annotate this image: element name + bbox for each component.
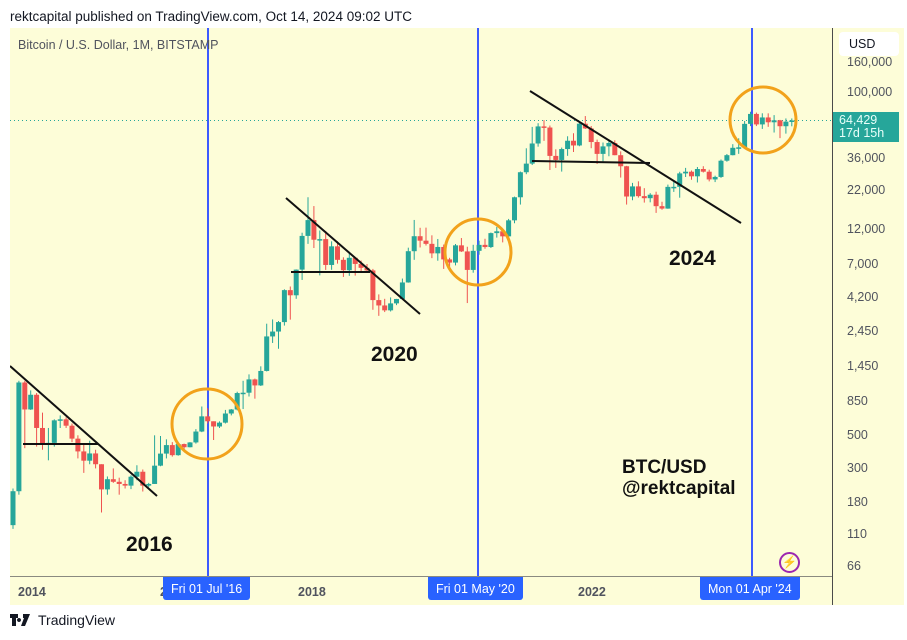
date-badge-halving-2024: Mon 01 Apr '24: [700, 577, 800, 600]
symbol-label: Bitcoin / U.S. Dollar, 1M, BITSTAMP: [18, 38, 219, 52]
chart-container[interactable]: Bitcoin / U.S. Dollar, 1M, BITSTAMP 2016…: [10, 28, 904, 605]
price-tick: 22,000: [847, 183, 886, 197]
price-tick: 850: [847, 394, 868, 408]
annotation-2020: 2020: [371, 343, 418, 366]
price-tick: 36,000: [847, 151, 886, 165]
date-badge-halving-2016: Fri 01 Jul '16: [163, 577, 251, 600]
last-price-value: 64,429: [839, 113, 878, 127]
bar-countdown: 17d 15h: [839, 126, 885, 140]
published-header: rektcapital published on TradingView.com…: [10, 9, 412, 24]
price-tick: 160,000: [847, 55, 893, 69]
last-price-badge: 64,429 17d 15h: [833, 112, 899, 142]
year-label-2018: 2018: [298, 585, 326, 599]
price-tick: 2,450: [847, 324, 879, 338]
annotation-handle: @rektcapital: [622, 478, 736, 499]
price-tick: 180: [847, 495, 868, 509]
price-tick: 1,450: [847, 359, 879, 373]
chart-plot-area[interactable]: Bitcoin / U.S. Dollar, 1M, BITSTAMP 2016…: [10, 28, 832, 576]
tradingview-logo-icon: [10, 614, 30, 626]
price-tick: 110: [847, 527, 867, 541]
year-label-2014: 2014: [18, 585, 46, 599]
price-tick: 7,000: [847, 257, 879, 271]
lightning-icon[interactable]: ⚡: [779, 552, 800, 573]
annotation-2024: 2024: [669, 247, 716, 270]
candlestick-chart[interactable]: [10, 28, 832, 576]
annotation-pair: BTC/USD: [622, 457, 707, 478]
time-axis[interactable]: 2014 2 2018 2022 Fri 01 Jul '16 Fri 01 M…: [10, 576, 832, 605]
price-tick: 66: [847, 559, 861, 573]
price-tick: 4,200: [847, 290, 879, 304]
date-badge-halving-2020: Fri 01 May '20: [428, 577, 523, 600]
price-axis[interactable]: USD 160,000 100,000 36,000 22,000 12,000 7,00…: [832, 28, 904, 605]
annotation-2016: 2016: [126, 533, 173, 556]
price-tick: 100,000: [847, 85, 893, 99]
year-label-2022: 2022: [578, 585, 606, 599]
price-tick: 12,000: [847, 222, 886, 236]
currency-button[interactable]: USD: [839, 32, 899, 56]
price-tick: 500: [847, 428, 868, 442]
footer-brand[interactable]: TradingView: [10, 612, 115, 628]
footer-brand-label: TradingView: [38, 612, 116, 628]
price-tick: 300: [847, 461, 868, 475]
